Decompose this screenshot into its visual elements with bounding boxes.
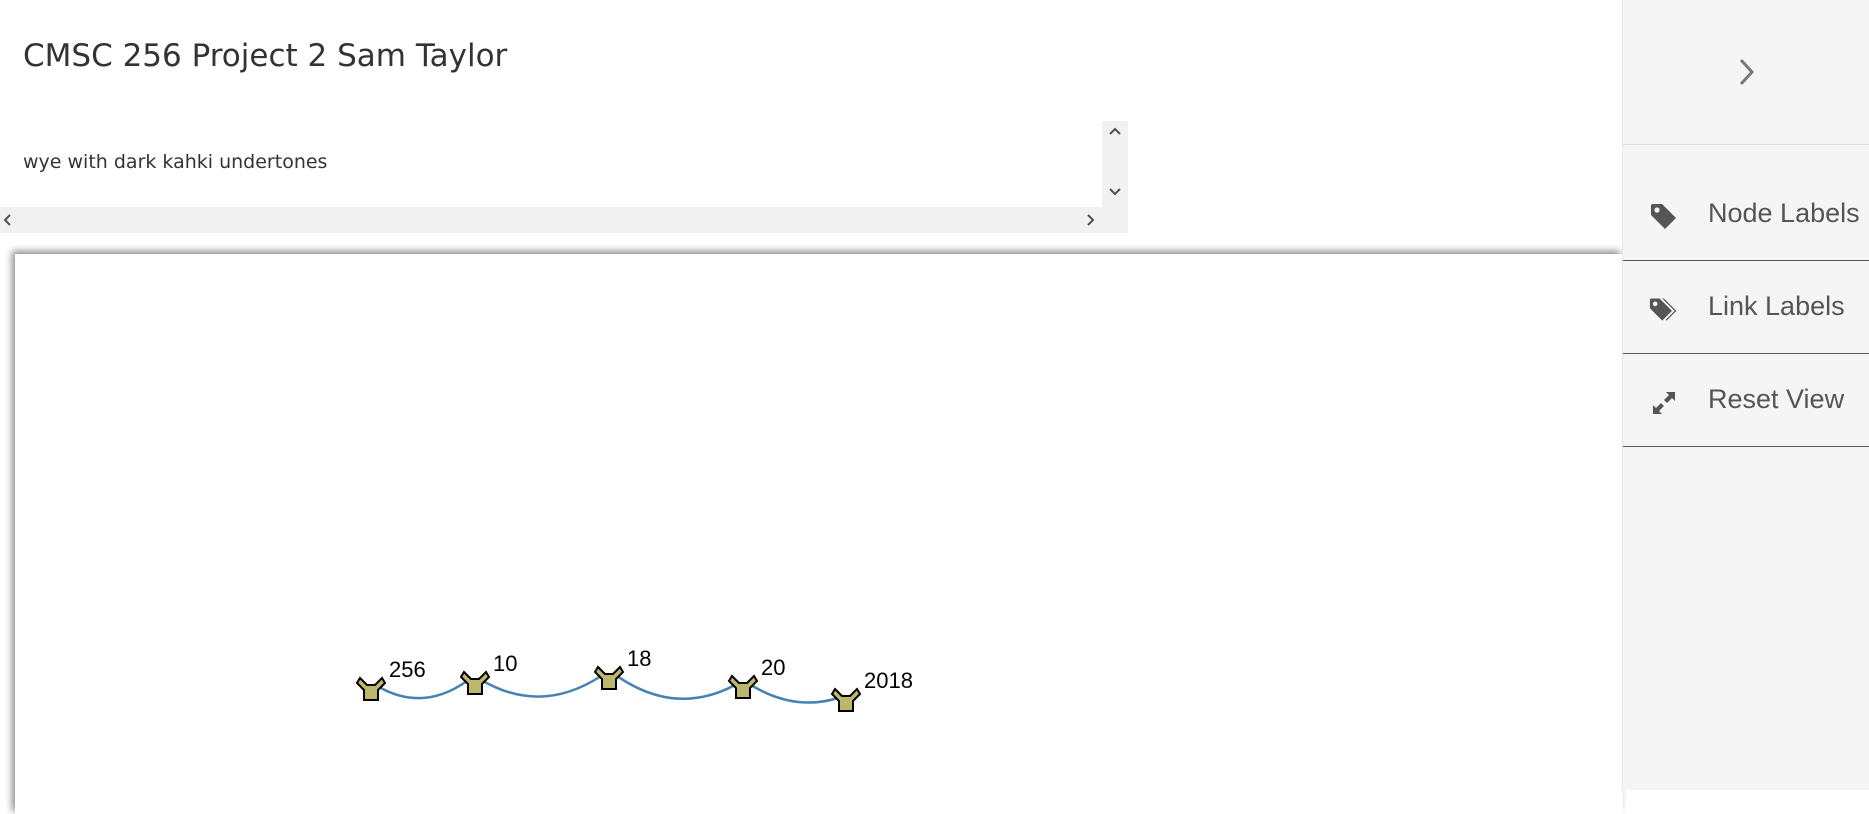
reset-view-button[interactable]: Reset View [1623, 354, 1869, 447]
scroll-left-icon[interactable] [0, 210, 17, 230]
description-text: wye with dark kahki undertones [23, 151, 328, 173]
node-label: 18 [627, 646, 651, 671]
graph-node[interactable]: 256 [355, 657, 426, 701]
horizontal-scrollbar[interactable] [0, 207, 1102, 233]
scroll-down-icon[interactable] [1105, 182, 1125, 202]
node-wye-shape[interactable] [830, 687, 862, 712]
node-label: 20 [761, 655, 785, 680]
expand-icon [1653, 392, 1675, 414]
graph-node[interactable]: 10 [459, 651, 517, 695]
link-labels-label: Link Labels [1708, 291, 1845, 321]
vertical-scrollbar[interactable] [1102, 121, 1128, 207]
node-labels-button[interactable]: Node Labels [1623, 168, 1869, 261]
node-wye-shape[interactable] [593, 665, 625, 690]
graph-node[interactable]: 18 [593, 646, 651, 690]
node-wye-shape[interactable] [727, 674, 759, 699]
graph-link [616, 674, 736, 700]
graph-node[interactable]: 2018 [830, 668, 913, 712]
node-label: 2018 [864, 668, 913, 693]
tags-icon [1649, 298, 1677, 321]
side-panel: Node Labels Link Labels Reset View [1622, 0, 1869, 790]
graph-link [378, 679, 468, 700]
graph-link [750, 683, 839, 704]
description-box[interactable]: wye with dark kahki undertones [0, 121, 1128, 233]
graph-node[interactable]: 20 [727, 655, 785, 699]
chevron-right-icon [1739, 58, 1754, 86]
reset-view-label: Reset View [1708, 384, 1845, 414]
node-labels-label: Node Labels [1708, 198, 1860, 228]
scroll-up-icon[interactable] [1105, 121, 1125, 141]
node-wye-shape[interactable] [459, 670, 491, 695]
graph-svg[interactable]: 256 10 18 20 2018 [15, 254, 1623, 814]
node-wye-shape[interactable] [355, 676, 387, 701]
link-labels-button[interactable]: Link Labels [1623, 261, 1869, 354]
graph-canvas[interactable]: 256 10 18 20 2018 [15, 254, 1623, 814]
scroll-right-icon[interactable] [1081, 210, 1101, 230]
page-title: CMSC 256 Project 2 Sam Taylor [23, 38, 508, 74]
tag-icon [1651, 204, 1676, 229]
graph-link [482, 674, 602, 698]
scrollbar-corner [1102, 207, 1128, 233]
node-label: 256 [389, 657, 426, 682]
node-label: 10 [493, 651, 517, 676]
panel-toggle-button[interactable] [1623, 0, 1869, 145]
